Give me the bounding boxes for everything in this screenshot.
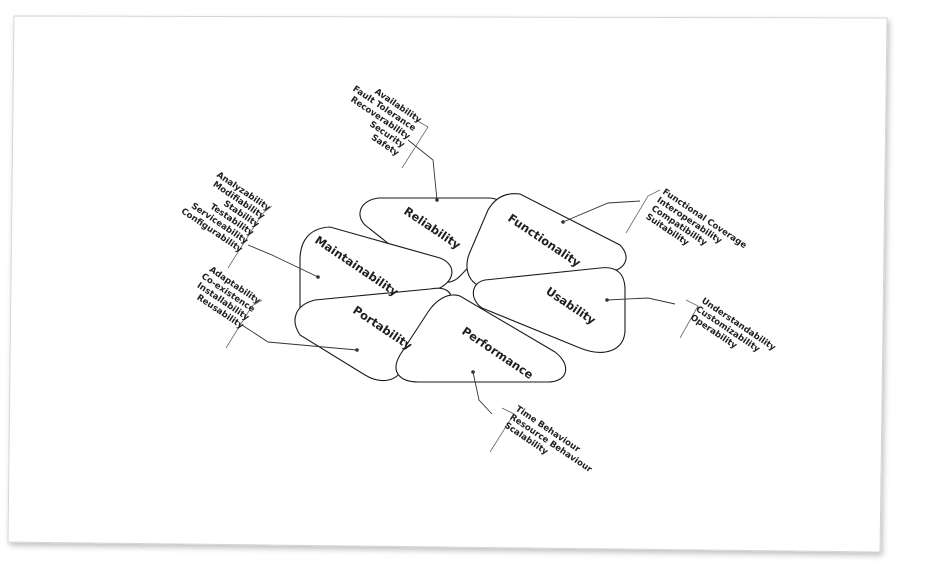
leader-performance [472,371,493,415]
bracket-maintainability [227,205,273,269]
petal-functionality [466,193,627,289]
bracket-usability [679,299,699,339]
leader-maintainability-dot [316,275,320,279]
bracket-reliability [401,119,429,169]
bracket-performance [489,407,515,453]
leader-functionality [562,200,641,223]
leader-performance-dot [471,370,475,374]
leader-reliability [407,139,438,201]
leader-portability [241,324,358,351]
leader-usability-dot [605,298,609,302]
petal-usability [472,267,626,353]
petal-portability [294,287,452,382]
leader-portability-dot [355,348,359,352]
leader-maintainability [247,244,319,278]
leader-reliability-dot [435,198,439,202]
leader-usability [606,297,676,305]
page-sheet [7,15,888,553]
leader-functionality-dot [561,220,565,224]
bracket-portability [225,299,263,349]
petal-performance [395,294,567,383]
bracket-functionality [625,189,661,234]
